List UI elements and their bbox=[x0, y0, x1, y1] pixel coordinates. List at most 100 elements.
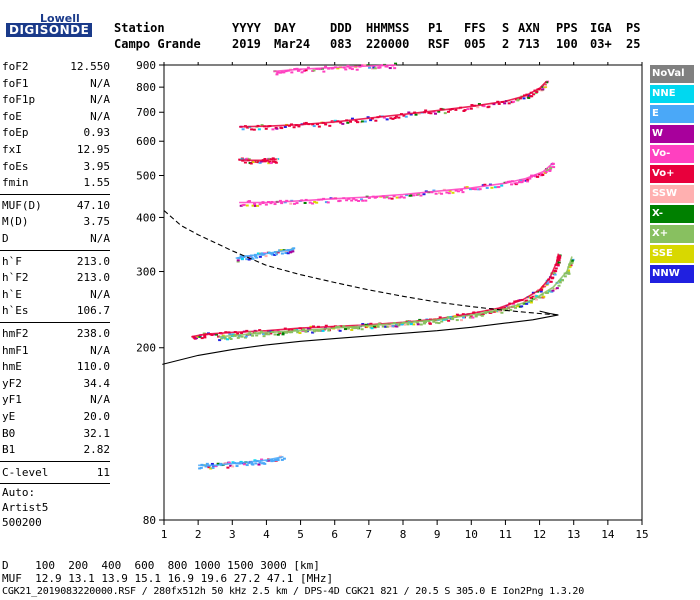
trace-point bbox=[236, 336, 240, 339]
trace-point bbox=[474, 188, 478, 191]
param-separator bbox=[0, 322, 110, 323]
param-key: h`Es bbox=[2, 304, 29, 318]
trace-point bbox=[302, 69, 306, 72]
param-row: B1 2.82 bbox=[2, 443, 110, 457]
trace-point bbox=[434, 112, 438, 115]
trace-point bbox=[394, 115, 398, 118]
plot-frame bbox=[163, 64, 643, 521]
trace-point bbox=[432, 189, 436, 192]
trace-point bbox=[353, 327, 357, 330]
trace-point bbox=[229, 464, 233, 467]
trace-point bbox=[346, 64, 350, 67]
trace-point bbox=[236, 259, 240, 262]
trace-point bbox=[544, 284, 548, 287]
trace-point bbox=[218, 339, 222, 342]
trace-point bbox=[256, 252, 260, 255]
legend-item-nnw: NNW bbox=[650, 265, 694, 283]
param-row: foF1p N/A bbox=[2, 93, 110, 107]
trace-point bbox=[412, 194, 416, 197]
trace-point bbox=[372, 325, 376, 328]
trace-point bbox=[382, 116, 386, 119]
trace-point bbox=[440, 320, 444, 323]
trace-point bbox=[231, 461, 235, 464]
trace-point bbox=[254, 462, 258, 465]
trace-point bbox=[210, 462, 214, 465]
trace-point bbox=[228, 333, 232, 336]
param-value: 238.0 bbox=[76, 327, 110, 340]
trace-point bbox=[567, 269, 571, 272]
trace-point bbox=[296, 69, 300, 72]
trace-point bbox=[278, 249, 282, 252]
trace-point bbox=[224, 337, 228, 340]
header-value-4: 220000 bbox=[366, 37, 410, 51]
trace-point bbox=[390, 197, 394, 200]
trace-point bbox=[216, 462, 220, 465]
trace-point bbox=[319, 329, 323, 332]
trace-point bbox=[257, 128, 261, 131]
trace-point bbox=[487, 105, 491, 108]
trace-point bbox=[239, 460, 243, 463]
trace-point bbox=[350, 199, 354, 202]
trace-point bbox=[522, 302, 526, 305]
trace-point bbox=[225, 462, 229, 465]
trace-point bbox=[343, 327, 347, 330]
trace-point bbox=[471, 188, 475, 191]
trace-point bbox=[403, 323, 407, 326]
trace-point bbox=[253, 203, 257, 206]
trace-point bbox=[241, 128, 245, 131]
trace-point bbox=[556, 262, 560, 265]
trace-point bbox=[318, 68, 322, 71]
trace-point bbox=[429, 112, 433, 115]
trace-point bbox=[377, 322, 381, 325]
trace-point bbox=[311, 325, 315, 328]
param-key: hmF1 bbox=[2, 343, 29, 357]
trace-point bbox=[463, 109, 467, 112]
x-tick-label: 13 bbox=[567, 528, 580, 541]
trace-line bbox=[239, 158, 277, 162]
trace-point bbox=[549, 166, 553, 169]
x-tick-label: 3 bbox=[229, 528, 236, 541]
trace-point bbox=[271, 157, 275, 160]
x-tick-label: 9 bbox=[434, 528, 441, 541]
param-row: yF1 N/A bbox=[2, 393, 110, 407]
trace-point bbox=[455, 313, 459, 316]
trace-point bbox=[402, 114, 406, 117]
header-value-0: Campo Grande bbox=[114, 37, 201, 51]
trace-point bbox=[368, 66, 372, 69]
trace-point bbox=[448, 189, 452, 192]
trace-line bbox=[191, 253, 560, 338]
legend-item-sse: SSE bbox=[650, 245, 694, 263]
param-key: hmE bbox=[2, 360, 22, 374]
trace-point bbox=[326, 201, 330, 204]
trace-point bbox=[541, 88, 545, 91]
trace-point bbox=[459, 319, 463, 322]
trace-point bbox=[342, 325, 346, 328]
trace-point bbox=[369, 322, 373, 325]
trace-point bbox=[553, 288, 557, 291]
trace-point bbox=[200, 337, 204, 340]
trace-point bbox=[312, 69, 316, 72]
trace-point bbox=[463, 186, 467, 189]
trace-point bbox=[443, 112, 447, 115]
trace-point bbox=[260, 160, 264, 163]
y-tick-label: 80 bbox=[143, 514, 156, 527]
trace-point bbox=[253, 255, 257, 258]
trace-point bbox=[534, 92, 538, 95]
trace-point bbox=[341, 122, 345, 125]
trace-point bbox=[555, 287, 559, 290]
param-key: h`F2 bbox=[2, 271, 29, 285]
trace-point bbox=[311, 202, 315, 205]
trace-point bbox=[243, 161, 247, 164]
trace-point bbox=[229, 337, 233, 340]
trace-point bbox=[263, 158, 267, 161]
trace-point bbox=[419, 323, 423, 326]
trace-point bbox=[333, 119, 337, 122]
param-value: 2.82 bbox=[83, 443, 111, 457]
param-key: B1 bbox=[2, 443, 16, 457]
param-separator bbox=[0, 460, 110, 462]
legend-item-vo-: Vo- bbox=[650, 145, 694, 163]
trace-point bbox=[539, 290, 543, 293]
trace-point bbox=[327, 329, 331, 332]
trace-point bbox=[567, 272, 571, 275]
logo-lowell: Lowell bbox=[40, 12, 80, 25]
